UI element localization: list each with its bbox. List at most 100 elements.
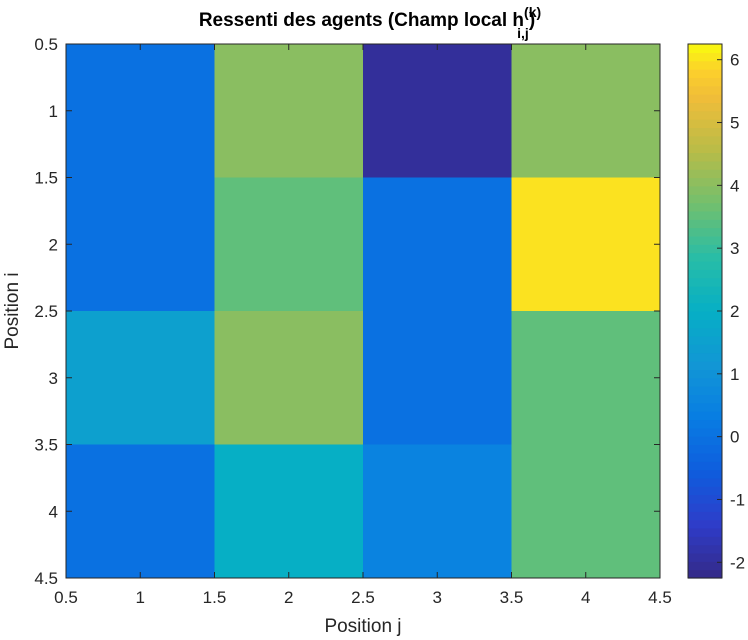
heatmap-cell-1-1 [66,44,215,178]
colorbar-segment [688,210,722,220]
heatmap-cell-1-2 [214,44,364,178]
colorbar-segment [688,519,722,529]
colorbar-segment [688,352,722,362]
colorbar-segment [688,60,722,70]
x-tick-label: 2.5 [351,588,375,607]
x-axis-label: Position j [324,616,401,637]
colorbar-segment [688,127,722,137]
colorbar-segment [688,44,722,53]
heatmap-cells [66,44,661,579]
colorbar-segment [688,285,722,295]
colorbar-segment [688,177,722,187]
colorbar-segment [688,202,722,212]
heatmap-cell-3-1 [66,311,215,445]
colorbar-segment [688,494,722,504]
colorbar-tick-label: 6 [730,51,739,70]
colorbar-segment [688,536,722,546]
colorbar-tick-label: 4 [730,176,739,195]
colorbar-segment [688,185,722,195]
colorbar-segment [688,311,722,320]
colorbar-tick-label: 1 [730,365,739,384]
colorbar-segment [688,569,722,579]
colorbar-segment [688,336,722,345]
colorbar-segment [688,452,722,462]
colorbar-segment [688,486,722,496]
x-tick-label: 0.5 [54,588,78,607]
colorbar-segment [688,369,722,379]
colorbar-segment [688,344,722,354]
colorbar-segment [688,269,722,279]
x-tick-label: 3 [433,588,442,607]
colorbar-segment [688,302,722,312]
heatmap-cell-2-2 [214,177,364,312]
chart-title-suffix: ) [529,10,535,31]
colorbar-segment [688,561,722,571]
colorbar-tick-label: 0 [730,428,739,447]
y-tick-label: 2.5 [34,302,58,321]
chart-title-main: Ressenti des agents (Champ local h [199,10,524,31]
colorbar-segment [688,194,722,204]
colorbar-segment [688,469,722,479]
colorbar: -2 -1 0 1 2 3 4 5 6 [687,43,745,579]
heatmap-cell-2-3 [363,177,512,312]
colorbar-segment [688,377,722,387]
colorbar-segment [688,244,722,254]
chart-title-subscript: i,j [517,25,529,41]
x-tick-label: 4 [581,588,590,607]
heatmap-cell-1-3 [363,44,512,178]
y-tick-label: 3 [49,369,58,388]
colorbar-segment [688,527,722,537]
colorbar-segment [688,227,722,237]
y-tick-label: 1.5 [34,169,58,188]
x-axis: 0.5 1 1.5 2 2.5 3 3.5 4 4.5 [54,44,672,607]
colorbar-segment [688,411,722,421]
y-tick-label: 3.5 [34,436,58,455]
colorbar-tick-label: 3 [730,239,739,258]
heatmap-cell-2-1 [66,177,215,312]
x-tick-label: 1.5 [203,588,227,607]
colorbar-segment [688,235,722,245]
colorbar-tick-label: 2 [730,302,739,321]
y-axis: 0.5 1 1.5 2 2.5 3 3.5 4 4.5 [34,35,660,588]
colorbar-segment [688,402,722,412]
colorbar-segment [688,52,722,62]
colorbar-segment [688,427,722,437]
colorbar-segment [688,94,722,104]
colorbar-segment [688,169,722,179]
colorbar-segment [688,544,722,554]
colorbar-segment [688,461,722,471]
colorbar-segment [688,436,722,446]
colorbar-segment [688,135,722,145]
colorbar-segment [688,110,722,120]
heatmap-cell-4-2 [214,444,364,579]
x-tick-label: 4.5 [648,588,672,607]
colorbar-segment [688,219,722,229]
heatmap-cell-2-4 [511,177,661,312]
colorbar-segment [688,502,722,512]
colorbar-segment [688,144,722,154]
y-axis-label: Position i [2,272,23,349]
colorbar-segment [688,444,722,454]
colorbar-segment [688,119,722,129]
heatmap-cell-3-4 [511,311,661,445]
chart-title: Ressenti des agents (Champ local h(k) i,j… [199,4,541,41]
y-tick-label: 2 [49,235,58,254]
chart-title-superscript: (k) [524,4,541,20]
colorbar-tick-label: 5 [730,114,739,133]
heatmap-cell-1-4 [511,44,661,178]
colorbar-segment [688,152,722,162]
colorbar-segment [688,252,722,262]
heatmap-cell-3-3 [363,311,512,445]
colorbar-segment [688,102,722,112]
colorbar-segment [688,260,722,270]
colorbar-segment [688,160,722,170]
colorbar-segment [688,394,722,404]
colorbar-tick-label: -1 [730,490,745,509]
y-tick-label: 4.5 [34,569,58,588]
heatmap-cell-4-4 [511,444,661,579]
y-tick-label: 0.5 [34,35,58,54]
x-tick-label: 1 [136,588,145,607]
colorbar-segment [688,419,722,429]
y-tick-label: 4 [49,502,58,521]
